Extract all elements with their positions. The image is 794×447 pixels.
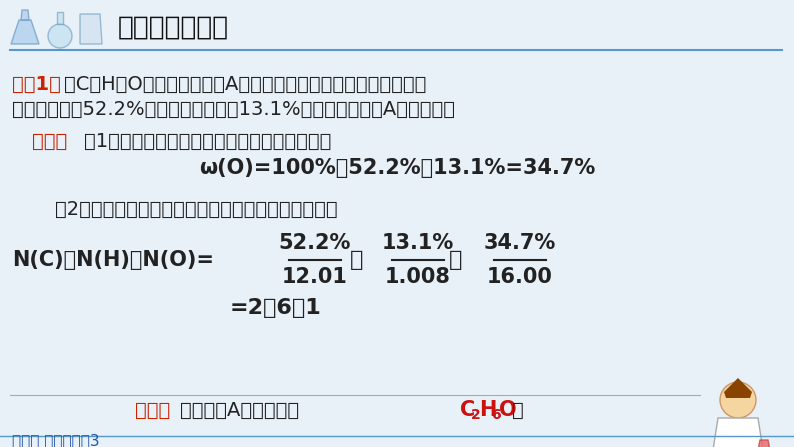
Polygon shape bbox=[757, 440, 771, 447]
Text: 34.7%: 34.7% bbox=[484, 233, 556, 253]
Text: 2: 2 bbox=[471, 408, 480, 422]
Text: H: H bbox=[479, 400, 496, 420]
Text: 12.01: 12.01 bbox=[282, 267, 348, 287]
Text: O: O bbox=[499, 400, 517, 420]
Text: 人教版 选择性必修3: 人教版 选择性必修3 bbox=[12, 434, 99, 447]
Circle shape bbox=[720, 382, 756, 418]
Text: 含C、H、O三元素的未知物A，经燃烧分析实验测定该未知物中碳: 含C、H、O三元素的未知物A，经燃烧分析实验测定该未知物中碳 bbox=[64, 75, 426, 94]
Text: 一、确定实验式: 一、确定实验式 bbox=[118, 15, 229, 41]
Text: （1）计算该有机化合物中氧元素的质量分数：: （1）计算该有机化合物中氧元素的质量分数： bbox=[84, 132, 331, 151]
Text: ：: ： bbox=[350, 250, 364, 270]
Polygon shape bbox=[57, 12, 63, 24]
Text: C: C bbox=[460, 400, 476, 420]
Text: 该未知物A的实验式为: 该未知物A的实验式为 bbox=[180, 401, 299, 419]
Text: 16.00: 16.00 bbox=[487, 267, 553, 287]
Circle shape bbox=[48, 24, 72, 48]
Text: 13.1%: 13.1% bbox=[382, 233, 454, 253]
Text: ：: ： bbox=[449, 250, 463, 270]
Text: 【解】: 【解】 bbox=[32, 132, 67, 151]
Polygon shape bbox=[724, 378, 752, 398]
Text: N(C)：N(H)：N(O)=: N(C)：N(H)：N(O)= bbox=[12, 250, 214, 270]
Text: 6: 6 bbox=[491, 408, 501, 422]
Text: =2：6：1: =2：6：1 bbox=[230, 298, 322, 318]
Polygon shape bbox=[11, 20, 39, 44]
Polygon shape bbox=[713, 418, 763, 447]
Text: ω(O)=100%－52.2%－13.1%=34.7%: ω(O)=100%－52.2%－13.1%=34.7% bbox=[198, 158, 596, 178]
Text: （2）计算该有机化合物分子内各元素原子的个数比：: （2）计算该有机化合物分子内各元素原子的个数比： bbox=[55, 200, 337, 219]
Text: 【例1】: 【例1】 bbox=[12, 75, 61, 94]
Text: 1.008: 1.008 bbox=[385, 267, 451, 287]
Polygon shape bbox=[21, 10, 29, 20]
Text: 52.2%: 52.2% bbox=[279, 233, 351, 253]
Text: 。: 。 bbox=[512, 401, 524, 419]
Polygon shape bbox=[80, 14, 102, 44]
Text: 的质量分数为52.2%，氢的质量分数为13.1%。试求该未知物A的实验式。: 的质量分数为52.2%，氢的质量分数为13.1%。试求该未知物A的实验式。 bbox=[12, 100, 455, 119]
Text: 【答】: 【答】 bbox=[135, 401, 170, 419]
